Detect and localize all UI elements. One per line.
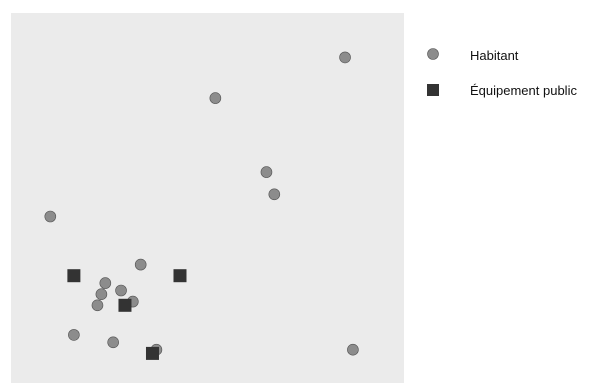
data-points (44, 51, 359, 360)
habitant-point (107, 336, 119, 349)
equipement-public-point (145, 346, 159, 360)
habitant-point (99, 277, 112, 289)
habitant-point (91, 299, 104, 312)
habitant-point (347, 343, 359, 356)
habitant-point (268, 188, 281, 201)
equipement-public-point (67, 269, 81, 283)
habitant-point (134, 258, 147, 271)
habitant-point (260, 166, 273, 178)
legend-label-equipement-public: Équipement public (470, 83, 577, 98)
habitant-point (115, 284, 127, 297)
plot-panel (11, 13, 404, 383)
legend-marker-equipement-public (427, 84, 439, 96)
equipement-public-point (118, 298, 132, 312)
legend-marker-habitant (427, 48, 439, 60)
legend-label-habitant: Habitant (470, 48, 519, 63)
habitant-point (44, 210, 57, 223)
equipement-public-point (173, 269, 187, 283)
legend: Habitant Équipement public (427, 48, 577, 98)
habitant-point (95, 288, 108, 301)
habitant-point (339, 51, 351, 64)
habitant-point (68, 329, 80, 341)
habitant-point (209, 92, 222, 104)
